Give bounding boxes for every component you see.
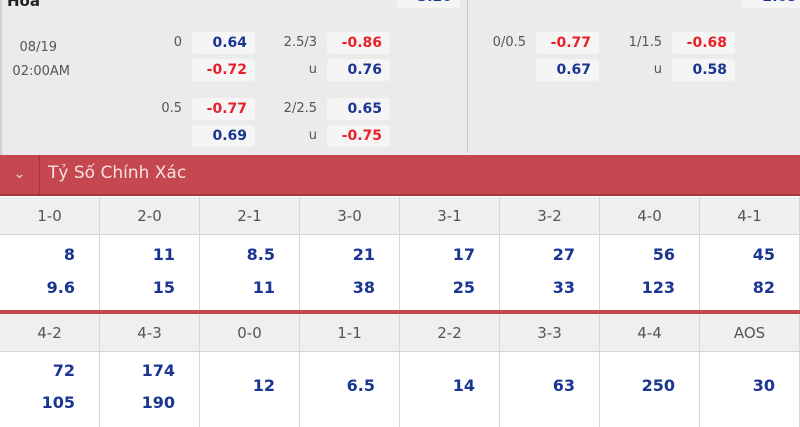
away-odds[interactable]: 11 [252,278,275,297]
draw-odds[interactable]: 12 [252,376,275,395]
under-label: u [308,62,317,77]
chevron-down-icon[interactable]: ⌄ [0,155,40,194]
draw-odds[interactable]: 6.5 [346,376,375,395]
score-odds-cell[interactable]: 11 15 [100,235,200,310]
section-title: Tỷ Số Chính Xác [48,163,187,183]
odds-cell[interactable]: -0.75 [327,125,390,147]
under-label: u [308,128,317,143]
score-odds-cell[interactable]: 14 [400,352,500,427]
handicap-line: 0.5 [161,101,182,116]
score-header: 0-0 [200,314,300,352]
away-odds[interactable]: 82 [752,278,775,297]
odds-cell[interactable]: -0.72 [192,59,255,81]
divider [0,310,800,314]
draw-odds[interactable]: 63 [552,376,575,395]
away-odds[interactable]: 15 [152,278,175,297]
score-header: 3-1 [400,197,500,235]
odds-cell[interactable]: 0.64 [192,32,255,54]
away-odds[interactable]: 123 [641,278,675,297]
away-odds[interactable]: 38 [352,278,375,297]
score-header: 3-3 [500,314,600,352]
odds-cell[interactable]: -0.86 [327,32,390,54]
odds-cell[interactable]: -0.77 [536,32,599,54]
score-header: 4-1 [700,197,800,235]
score-odds-cell[interactable]: 12 [200,352,300,427]
score-header: 1-1 [300,314,400,352]
home-odds[interactable]: 27 [552,245,575,264]
over-under-line: 1/1.5 [628,35,662,50]
home-odds[interactable]: 45 [752,245,775,264]
section-header-correct-score[interactable]: ⌄ Tỷ Số Chính Xác [0,155,800,196]
odds-cell[interactable]: -0.68 [672,32,735,54]
score-odds-row: 72 105 174 190 12 6.5 14 63 250 30 [0,352,800,427]
score-header: 4-4 [600,314,700,352]
score-header: 4-0 [600,197,700,235]
score-header: 2-1 [200,197,300,235]
score-odds-cell[interactable]: 27 33 [500,235,600,310]
score-header: 2-2 [400,314,500,352]
away-odds[interactable]: 190 [141,393,175,412]
score-odds-row: 8 9.6 11 15 8.5 11 21 38 17 25 27 33 56 123 45 82 [0,235,800,310]
score-odds-cell[interactable]: 250 [600,352,700,427]
score-odds-cell[interactable]: 21 38 [300,235,400,310]
home-odds[interactable]: 56 [652,245,675,264]
score-header: 4-3 [100,314,200,352]
score-header: 3-0 [300,197,400,235]
odds-cell[interactable]: -0.77 [192,98,255,120]
score-header-row: 1-0 2-0 2-1 3-0 3-1 3-2 4-0 4-1 [0,197,800,235]
divider [467,0,468,153]
home-odds[interactable]: 72 [52,361,75,380]
away-odds[interactable]: 105 [41,393,75,412]
score-odds-cell[interactable]: 72 105 [0,352,100,427]
odds-panel: 3.20 2.05 Hoà 08/19 02:00AM 0 0.64 -0.72 2.… [0,0,800,155]
handicap-line: 0/0.5 [492,35,526,50]
away-odds[interactable]: 25 [452,278,475,297]
match-date: 08/19 [19,40,57,55]
score-header-row: 4-2 4-3 0-0 1-1 2-2 3-3 4-4 AOS [0,314,800,352]
odds-cell[interactable]: 0.76 [327,59,390,81]
home-odds[interactable]: 17 [452,245,475,264]
under-label: u [653,62,662,77]
score-header: 3-2 [500,197,600,235]
score-odds-cell[interactable]: 17 25 [400,235,500,310]
score-header: 4-2 [0,314,100,352]
team-label: Hoà [7,0,40,10]
away-odds[interactable]: 9.6 [46,278,75,297]
away-odds[interactable]: 33 [552,278,575,297]
home-odds[interactable]: 21 [352,245,375,264]
home-odds[interactable]: 8 [63,245,75,264]
home-odds[interactable]: 8.5 [246,245,275,264]
odds-cell[interactable]: 3.20 [397,0,460,8]
score-header: 2-0 [100,197,200,235]
score-header: AOS [700,314,800,352]
score-odds-cell[interactable]: 8 9.6 [0,235,100,310]
score-odds-cell[interactable]: 45 82 [700,235,800,310]
over-under-line: 2.5/3 [283,35,317,50]
odds-cell[interactable]: 0.65 [327,98,390,120]
score-odds-cell[interactable]: 63 [500,352,600,427]
draw-odds[interactable]: 250 [641,376,675,395]
over-under-line: 2/2.5 [283,101,317,116]
handicap-line: 0 [173,35,182,50]
match-time: 02:00AM [12,64,70,79]
odds-cell[interactable]: 0.58 [672,59,735,81]
score-odds-cell[interactable]: 174 190 [100,352,200,427]
odds-cell[interactable]: 0.67 [536,59,599,81]
draw-odds[interactable]: 14 [452,376,475,395]
score-odds-cell[interactable]: 8.5 11 [200,235,300,310]
home-odds[interactable]: 174 [141,361,175,380]
odds-cell[interactable]: 2.05 [742,0,800,8]
score-header: 1-0 [0,197,100,235]
score-odds-cell[interactable]: 30 [700,352,800,427]
home-odds[interactable]: 11 [152,245,175,264]
odds-cell[interactable]: 0.69 [192,125,255,147]
score-odds-cell[interactable]: 56 123 [600,235,700,310]
draw-odds[interactable]: 30 [752,376,775,395]
score-odds-cell[interactable]: 6.5 [300,352,400,427]
